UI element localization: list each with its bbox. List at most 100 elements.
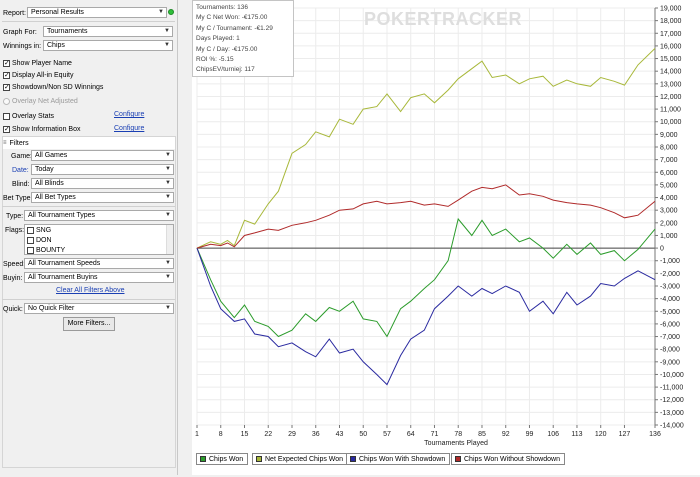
winnings-in-label: Winnings in: — [3, 42, 42, 50]
y-tick-label: 18,000 — [660, 18, 682, 25]
filters-header[interactable]: ≡ Filters — [3, 137, 175, 149]
blind-select[interactable]: All Blinds ▼ — [31, 178, 174, 189]
bet-type-row: Bet Type: — [3, 192, 32, 204]
y-tick-label: -6,000 — [660, 321, 680, 328]
graph-for-row: Graph For: — [3, 26, 37, 38]
y-tick-label: 0 — [660, 246, 664, 253]
date-select[interactable]: Today ▼ — [31, 164, 174, 175]
report-select[interactable]: Personal Results ▼ — [27, 7, 167, 18]
legend-swatch — [455, 456, 461, 462]
x-tick-label: 127 — [619, 431, 631, 438]
game-select-value: All Games — [35, 152, 68, 159]
chevron-down-icon: ▼ — [165, 305, 171, 311]
legend-label: Net Expected Chips Won — [265, 455, 344, 463]
chevron-down-icon: ▼ — [165, 212, 171, 218]
flag-item-sng[interactable]: SNG — [25, 225, 173, 235]
x-tick-label: 85 — [478, 431, 486, 438]
y-tick-label: -9,000 — [660, 359, 680, 366]
chevron-down-icon: ▼ — [165, 166, 171, 172]
y-tick-label: -7,000 — [660, 334, 680, 341]
display-allin-equity-label: Display All-in Equity — [12, 71, 74, 79]
game-select[interactable]: All Games ▼ — [31, 150, 174, 161]
series-line-0 — [196, 217, 656, 338]
info-line: My C Net Won: -€175.00 — [196, 14, 268, 22]
info-line: ROI %: -5.15 — [196, 56, 234, 64]
type-select[interactable]: All Tournament Types ▼ — [24, 210, 174, 221]
x-tick-label: 99 — [526, 431, 534, 438]
legend-without-showdown[interactable]: Chips Won Without Showdown — [451, 453, 565, 465]
flag-bounty-label: BOUNTY — [36, 246, 66, 254]
graph-for-select[interactable]: Tournaments ▼ — [43, 26, 173, 37]
legend-chips-won[interactable]: Chips Won — [196, 453, 249, 465]
quick-filter-select[interactable]: No Quick Filter ▼ — [24, 303, 174, 314]
settings-panel: Report: Personal Results ▼ Graph For: To… — [0, 0, 178, 475]
show-info-box-label: Show Information Box — [12, 125, 81, 133]
more-filters-button[interactable]: More Filters... — [63, 317, 115, 331]
legend-with-showdown[interactable]: Chips Won With Showdown — [346, 453, 451, 465]
flags-listbox[interactable]: SNG DON BOUNTY — [24, 224, 174, 255]
show-info-box-checkbox[interactable]: Show Information Box — [3, 123, 80, 135]
y-tick-label: -13,000 — [660, 410, 684, 417]
y-tick-label: 15,000 — [660, 56, 682, 63]
info-line: Days Played: 1 — [196, 35, 240, 43]
flag-item-bounty[interactable]: BOUNTY — [25, 245, 173, 254]
buyin-select-value: All Tournament Buyins — [28, 274, 98, 281]
chevron-down-icon: ▼ — [158, 9, 164, 15]
type-select-value: All Tournament Types — [28, 212, 96, 219]
overlay-stats-label: Overlay Stats — [12, 112, 55, 120]
checkbox-icon — [3, 125, 10, 133]
y-tick-label: 5,000 — [660, 182, 678, 189]
date-select-value: Today — [35, 166, 54, 173]
series-line-3 — [196, 184, 656, 249]
report-select-value: Personal Results — [31, 9, 84, 16]
bet-type-select[interactable]: All Bet Types ▼ — [31, 192, 174, 203]
y-tick-label: 3,000 — [660, 208, 678, 215]
chevron-down-icon: ▼ — [164, 42, 170, 48]
graph-for-select-value: Tournaments — [47, 28, 88, 35]
show-player-name-checkbox[interactable]: Show Player Name — [3, 57, 72, 69]
x-tick-label: 29 — [288, 431, 296, 438]
bet-type-select-value: All Bet Types — [35, 194, 76, 201]
overlay-stats-checkbox[interactable]: Overlay Stats — [3, 110, 54, 122]
x-tick-label: 64 — [407, 431, 415, 438]
y-tick-label: 6,000 — [660, 170, 678, 177]
showdown-winnings-checkbox[interactable]: Showdown/Non SD Winnings — [3, 81, 103, 93]
y-tick-label: 13,000 — [660, 81, 682, 88]
buyin-label: Buyin: — [3, 274, 23, 282]
legend-swatch — [256, 456, 262, 462]
display-allin-equity-checkbox[interactable]: Display All-in Equity — [3, 69, 73, 81]
buyin-select[interactable]: All Tournament Buyins ▼ — [24, 272, 174, 283]
speed-select[interactable]: All Tournament Speeds ▼ — [24, 258, 174, 269]
show-player-name-label: Show Player Name — [12, 59, 72, 67]
game-label: Game: — [11, 152, 33, 160]
y-tick-label: 17,000 — [660, 31, 682, 38]
legend-label: Chips Won With Showdown — [359, 455, 446, 463]
overlay-configure-link[interactable]: Configure — [114, 111, 145, 118]
date-row: Date: — [12, 164, 29, 176]
info-configure-link[interactable]: Configure — [114, 125, 145, 132]
y-tick-label: 12,000 — [660, 94, 682, 101]
filters-header-label: Filters — [9, 139, 29, 147]
legend-net-expected[interactable]: Net Expected Chips Won — [252, 453, 349, 465]
winnings-in-select[interactable]: Chips ▼ — [43, 40, 173, 51]
blind-select-value: All Blinds — [35, 180, 64, 187]
collapse-icon: ≡ — [3, 140, 7, 146]
y-tick-label: -3,000 — [660, 284, 680, 291]
y-tick-label: 1,000 — [660, 233, 678, 240]
flag-sng-label: SNG — [36, 226, 52, 234]
graph-for-label: Graph For: — [3, 28, 37, 36]
checkbox-icon — [3, 83, 10, 91]
flag-item-don[interactable]: DON — [25, 235, 173, 245]
winnings-in-select-value: Chips — [47, 42, 65, 49]
chevron-down-icon: ▼ — [164, 28, 170, 34]
information-box: Tournaments: 136 My C Net Won: -€175.00 … — [192, 0, 294, 77]
flags-scrollbar[interactable] — [166, 225, 173, 254]
checkbox-icon — [27, 226, 34, 234]
checkbox-icon — [27, 236, 34, 244]
x-axis-title: Tournaments Played — [424, 440, 488, 447]
speed-label: Speed: — [3, 260, 26, 268]
overlay-net-adjusted-radio[interactable]: Overlay Net Adjusted — [3, 95, 78, 107]
clear-filters-link[interactable]: Clear All Filters Above — [56, 287, 125, 294]
x-tick-label: 113 — [571, 431, 582, 438]
x-tick-label: 43 — [336, 431, 344, 438]
